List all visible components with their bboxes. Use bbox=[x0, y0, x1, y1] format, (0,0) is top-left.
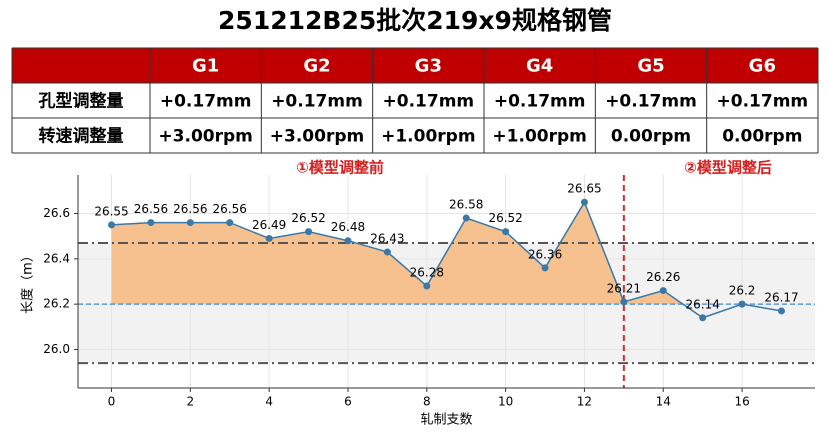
cell: +0.17mm bbox=[494, 92, 586, 112]
data-label: 26.28 bbox=[410, 266, 444, 280]
point bbox=[502, 228, 510, 236]
cell: 0.00rpm bbox=[611, 127, 691, 147]
cell: +1.00rpm bbox=[492, 127, 586, 147]
table: G1 G2 G3 G4 G5 G6 孔型调整量 +0.17mm +0.17mm +0.17mm +0… bbox=[11, 47, 819, 154]
x-tick-label: 0 bbox=[108, 395, 116, 409]
y-tick-label: 26.0 bbox=[43, 342, 70, 356]
row-label: 孔型调整量 bbox=[39, 91, 124, 112]
x-tick-label: 6 bbox=[344, 395, 352, 409]
column-header: G6 bbox=[749, 56, 776, 77]
cell: 0.00rpm bbox=[722, 127, 802, 147]
point bbox=[186, 219, 194, 227]
cell: +0.17mm bbox=[160, 92, 252, 112]
x-tick-label: 4 bbox=[265, 395, 273, 409]
point bbox=[383, 248, 391, 256]
point bbox=[541, 264, 549, 272]
data-label: 26.58 bbox=[449, 198, 483, 212]
x-tick-label: 16 bbox=[734, 395, 749, 409]
data-label: 26.2 bbox=[729, 284, 756, 298]
point bbox=[305, 228, 313, 236]
point bbox=[620, 298, 628, 306]
data-label: 26.48 bbox=[331, 220, 365, 234]
x-tick-label: 12 bbox=[577, 395, 592, 409]
data-label: 26.43 bbox=[370, 232, 404, 246]
point bbox=[738, 300, 746, 308]
point bbox=[778, 307, 785, 315]
y-axis-label: 长度（m） bbox=[20, 249, 36, 314]
annotation: ②模型调整后 bbox=[684, 159, 772, 177]
data-label: 26.17 bbox=[764, 290, 798, 304]
cell: +0.17mm bbox=[605, 92, 697, 112]
data-label: 26.65 bbox=[567, 182, 601, 196]
point bbox=[699, 314, 707, 322]
data-label: 26.14 bbox=[685, 297, 719, 311]
column-header: G1 bbox=[192, 56, 219, 77]
data-label: 26.56 bbox=[173, 202, 207, 216]
cell: +1.00rpm bbox=[381, 127, 475, 147]
data-label: 26.49 bbox=[252, 218, 286, 232]
data-label: 26.52 bbox=[291, 211, 325, 225]
data-label: 26.56 bbox=[213, 202, 247, 216]
point bbox=[108, 221, 115, 229]
column-header: G3 bbox=[415, 56, 442, 77]
point bbox=[423, 282, 431, 290]
column-header: G4 bbox=[526, 56, 553, 77]
chart: 26.0 26.2 26.4 26.6 0 2 4 6 8 10 12 14 16 26.55 26.56 2… bbox=[20, 175, 815, 428]
cell: +0.17mm bbox=[383, 92, 475, 112]
annotation: ①模型调整前 bbox=[296, 159, 384, 177]
cell: +3.00rpm bbox=[158, 127, 252, 147]
title: 251212B25批次219x9规格钢管 bbox=[218, 6, 612, 35]
cell: +0.17mm bbox=[717, 92, 809, 112]
x-axis-label: 轧制支数 bbox=[420, 413, 472, 428]
data-label: 26.26 bbox=[646, 270, 680, 284]
data-label: 26.56 bbox=[134, 202, 168, 216]
data-label: 26.52 bbox=[488, 211, 522, 225]
point bbox=[580, 198, 588, 206]
area bbox=[111, 202, 683, 305]
point bbox=[344, 237, 352, 245]
cell: +3.00rpm bbox=[270, 127, 364, 147]
point bbox=[659, 287, 667, 295]
column-header: G5 bbox=[637, 56, 664, 77]
data-label: 26.55 bbox=[94, 204, 128, 218]
point bbox=[265, 234, 273, 242]
header-row bbox=[12, 48, 818, 83]
column-header: G2 bbox=[303, 56, 330, 77]
y-tick-label: 26.2 bbox=[43, 297, 70, 311]
x-tick-label: 2 bbox=[187, 395, 195, 409]
line bbox=[111, 200, 782, 319]
y-tick-label: 26.6 bbox=[43, 206, 70, 220]
data-label: 26.36 bbox=[528, 247, 562, 261]
point bbox=[226, 219, 234, 227]
data-label: 26.21 bbox=[607, 281, 641, 295]
point bbox=[462, 214, 470, 222]
x-tick-label: 10 bbox=[498, 395, 513, 409]
cell: +0.17mm bbox=[271, 92, 363, 112]
y-tick-label: 26.4 bbox=[43, 251, 70, 265]
x-tick-label: 8 bbox=[423, 395, 431, 409]
row-label: 转速调整量 bbox=[39, 126, 124, 147]
x-tick-label: 14 bbox=[656, 395, 671, 409]
point bbox=[147, 219, 155, 227]
